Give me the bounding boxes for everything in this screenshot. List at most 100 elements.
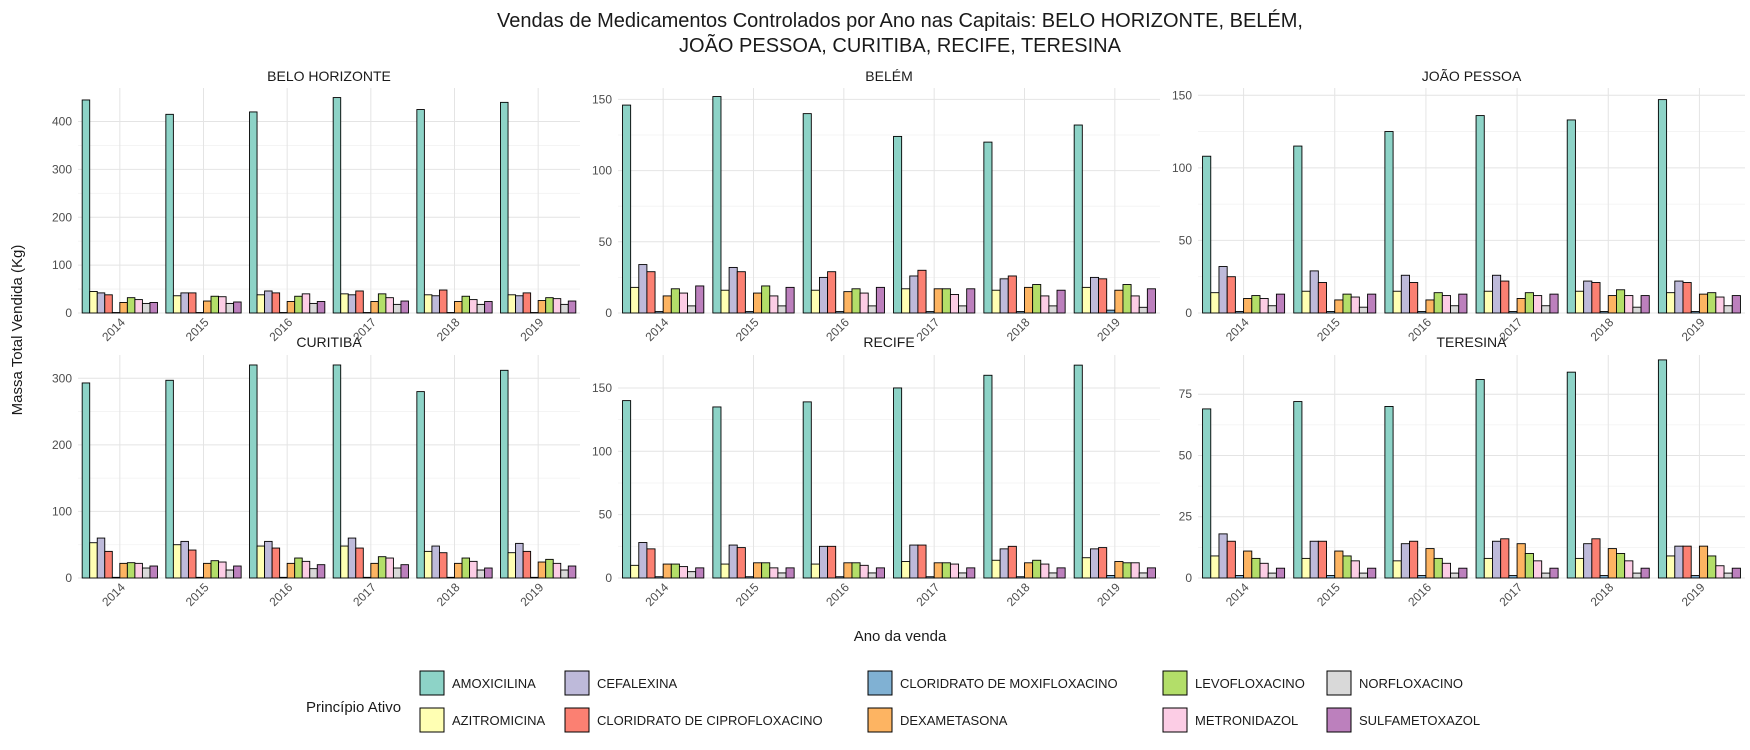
bar bbox=[917, 269, 927, 314]
bar bbox=[1138, 572, 1148, 579]
bar bbox=[654, 311, 664, 314]
bar bbox=[1682, 282, 1692, 314]
bar bbox=[469, 299, 478, 314]
bar bbox=[646, 271, 656, 314]
bar bbox=[104, 550, 113, 579]
bar bbox=[1508, 575, 1518, 579]
bar bbox=[1483, 557, 1493, 579]
bar bbox=[1259, 562, 1269, 579]
x-tick-label: 2014 bbox=[1223, 315, 1252, 344]
x-tick-label: 2015 bbox=[183, 315, 212, 344]
bar bbox=[203, 300, 212, 314]
y-tick-label: 400 bbox=[52, 115, 72, 129]
bar bbox=[1500, 538, 1510, 579]
bar bbox=[1624, 560, 1634, 579]
bar bbox=[370, 301, 379, 314]
bar bbox=[507, 552, 517, 579]
bar bbox=[1433, 557, 1443, 579]
bar bbox=[249, 111, 258, 314]
bar bbox=[1202, 408, 1212, 579]
bar bbox=[1400, 543, 1410, 579]
bar bbox=[1599, 311, 1609, 314]
bar bbox=[195, 576, 204, 579]
x-tick-label: 2016 bbox=[267, 315, 296, 344]
bar bbox=[1524, 553, 1534, 579]
bar bbox=[867, 305, 877, 314]
bar bbox=[1715, 565, 1725, 579]
x-tick-label: 2015 bbox=[733, 580, 762, 609]
y-tick-label: 25 bbox=[1179, 510, 1193, 524]
y-tick-label: 100 bbox=[1172, 161, 1192, 175]
bar bbox=[720, 289, 730, 314]
legend-label: AMOXICILINA bbox=[452, 676, 536, 691]
bar bbox=[1358, 306, 1369, 314]
bar bbox=[1130, 295, 1140, 314]
bar bbox=[678, 566, 689, 579]
chart-title-line-1: Vendas de Medicamentos Controlados por A… bbox=[497, 9, 1303, 32]
y-tick-label: 150 bbox=[592, 381, 612, 395]
bar bbox=[1731, 295, 1741, 314]
bar bbox=[286, 301, 296, 314]
bar bbox=[1533, 560, 1543, 579]
bar bbox=[332, 364, 342, 579]
bar bbox=[560, 569, 569, 579]
bar bbox=[941, 288, 951, 314]
bar bbox=[484, 567, 493, 579]
bar bbox=[567, 300, 577, 314]
x-tick-label: 2016 bbox=[1405, 315, 1434, 344]
bar bbox=[149, 565, 158, 579]
legend-swatch bbox=[867, 707, 893, 733]
bar bbox=[1073, 124, 1083, 314]
bar bbox=[695, 567, 705, 579]
bar bbox=[670, 563, 680, 579]
bar bbox=[400, 564, 409, 579]
bar bbox=[552, 562, 562, 579]
legend-label: CLORIDRATO DE MOXIFLOXACINO bbox=[900, 676, 1118, 691]
bar bbox=[111, 576, 121, 579]
bar bbox=[1607, 295, 1617, 314]
bar bbox=[1218, 533, 1228, 579]
bar bbox=[769, 567, 779, 579]
bar bbox=[893, 135, 903, 314]
y-tick-label: 0 bbox=[605, 571, 612, 585]
bar bbox=[1098, 547, 1108, 579]
bar bbox=[958, 572, 968, 579]
bar bbox=[1492, 540, 1502, 579]
bar bbox=[1450, 572, 1460, 579]
x-tick-label: 2018 bbox=[1588, 315, 1617, 344]
bar bbox=[522, 550, 532, 579]
bar bbox=[1317, 282, 1327, 314]
facet-label: BELO HORIZONTE bbox=[267, 68, 391, 84]
bar bbox=[210, 560, 220, 579]
bar bbox=[264, 540, 273, 579]
y-tick-label: 0 bbox=[1185, 306, 1192, 320]
facet-label: TERESINA bbox=[1436, 334, 1507, 350]
bar bbox=[545, 558, 554, 579]
y-tick-label: 0 bbox=[605, 306, 612, 320]
bar bbox=[1251, 295, 1261, 314]
bar bbox=[753, 292, 763, 314]
x-tick-label: 2017 bbox=[1496, 580, 1525, 609]
bar bbox=[294, 295, 303, 314]
bar bbox=[1723, 572, 1733, 579]
bar bbox=[1425, 299, 1435, 314]
bar bbox=[500, 369, 509, 579]
bar bbox=[1682, 545, 1692, 579]
bar bbox=[530, 576, 539, 579]
bar bbox=[712, 96, 722, 314]
bar bbox=[1334, 299, 1344, 314]
facet-panel: 0 50 100 150 RECIFE 2014 2015 2016 2017 2018 2019 bbox=[592, 334, 1160, 609]
bar bbox=[1293, 401, 1303, 579]
bar bbox=[1146, 288, 1156, 314]
bar bbox=[1417, 311, 1427, 314]
bar bbox=[1334, 550, 1344, 579]
bar bbox=[695, 285, 705, 314]
bar bbox=[1350, 560, 1360, 579]
bar bbox=[1226, 540, 1236, 579]
bar bbox=[835, 311, 845, 314]
bar bbox=[1508, 311, 1518, 314]
bar bbox=[461, 295, 471, 314]
bar bbox=[1409, 282, 1419, 314]
bar bbox=[646, 548, 656, 579]
bar bbox=[1015, 576, 1025, 579]
